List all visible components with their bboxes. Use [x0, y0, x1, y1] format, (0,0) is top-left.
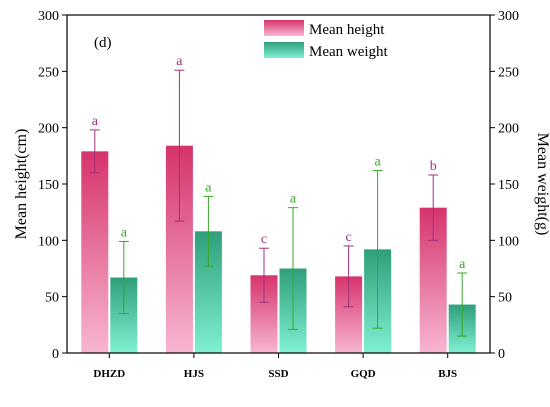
bar-mean-height-dhzd	[81, 151, 109, 353]
y-right-tick-label-100: 100	[498, 234, 519, 249]
legend-swatch-weight	[264, 42, 304, 58]
legend: Mean height Mean weight	[264, 20, 389, 60]
sig-label-mean-height-bjs: b	[430, 159, 437, 174]
y-right-tick-label-0: 0	[498, 347, 505, 362]
sig-label-mean-height-hjs: a	[176, 54, 183, 69]
y-left-tick-label-0: 0	[52, 347, 59, 362]
sig-label-mean-weight-dhzd: a	[121, 225, 128, 240]
panel-label: (d)	[94, 35, 112, 51]
sig-label-mean-height-dhzd: a	[92, 114, 99, 129]
x-tick-label-hjs: HJS	[184, 368, 204, 380]
sig-label-mean-height-gqd: c	[345, 230, 351, 245]
x-tick-label-ssd: SSD	[268, 368, 288, 380]
y-left-tick-label-300: 300	[38, 9, 59, 24]
y-right-tick-label-250: 250	[498, 65, 519, 80]
x-tick-label-bjs: BJS	[438, 368, 457, 380]
sig-label-mean-weight-bjs: a	[459, 257, 466, 272]
x-tick-label-dhzd: DHZD	[93, 368, 125, 380]
legend-swatch-height	[264, 20, 304, 36]
y-left-tick-label-50: 50	[45, 291, 59, 306]
sig-label-mean-weight-gqd: a	[374, 154, 381, 169]
y-right-tick-label-300: 300	[498, 9, 519, 24]
y-axis-left-title: Mean height(cm)	[13, 129, 30, 240]
sig-label-mean-weight-ssd: a	[290, 192, 297, 207]
y-left-tick-label-150: 150	[38, 178, 59, 193]
y-left-tick-label-250: 250	[38, 65, 59, 80]
y-right-tick-label-200: 200	[498, 122, 519, 137]
significance-labels-layer: a a a a c a c a b a	[92, 54, 466, 272]
legend-label-height: Mean height	[309, 22, 385, 38]
sig-label-mean-height-ssd: c	[261, 232, 267, 247]
y-left-tick-label-200: 200	[38, 122, 59, 137]
error-bars-layer	[89, 69, 468, 337]
legend-label-weight: Mean weight	[309, 44, 389, 60]
y-left-tick-label-100: 100	[38, 234, 59, 249]
bars-layer	[81, 145, 476, 353]
ticks-layer: DHZD HJS SSD GQD BJS 0 50 100 150 200 250 300 0 50 100…	[38, 9, 519, 380]
y-axis-right-title: Mean weight(g)	[534, 133, 550, 236]
y-right-tick-label-50: 50	[498, 291, 512, 306]
sig-label-mean-weight-hjs: a	[205, 180, 212, 195]
y-right-tick-label-150: 150	[498, 178, 519, 193]
x-tick-label-gqd: GQD	[351, 368, 376, 380]
